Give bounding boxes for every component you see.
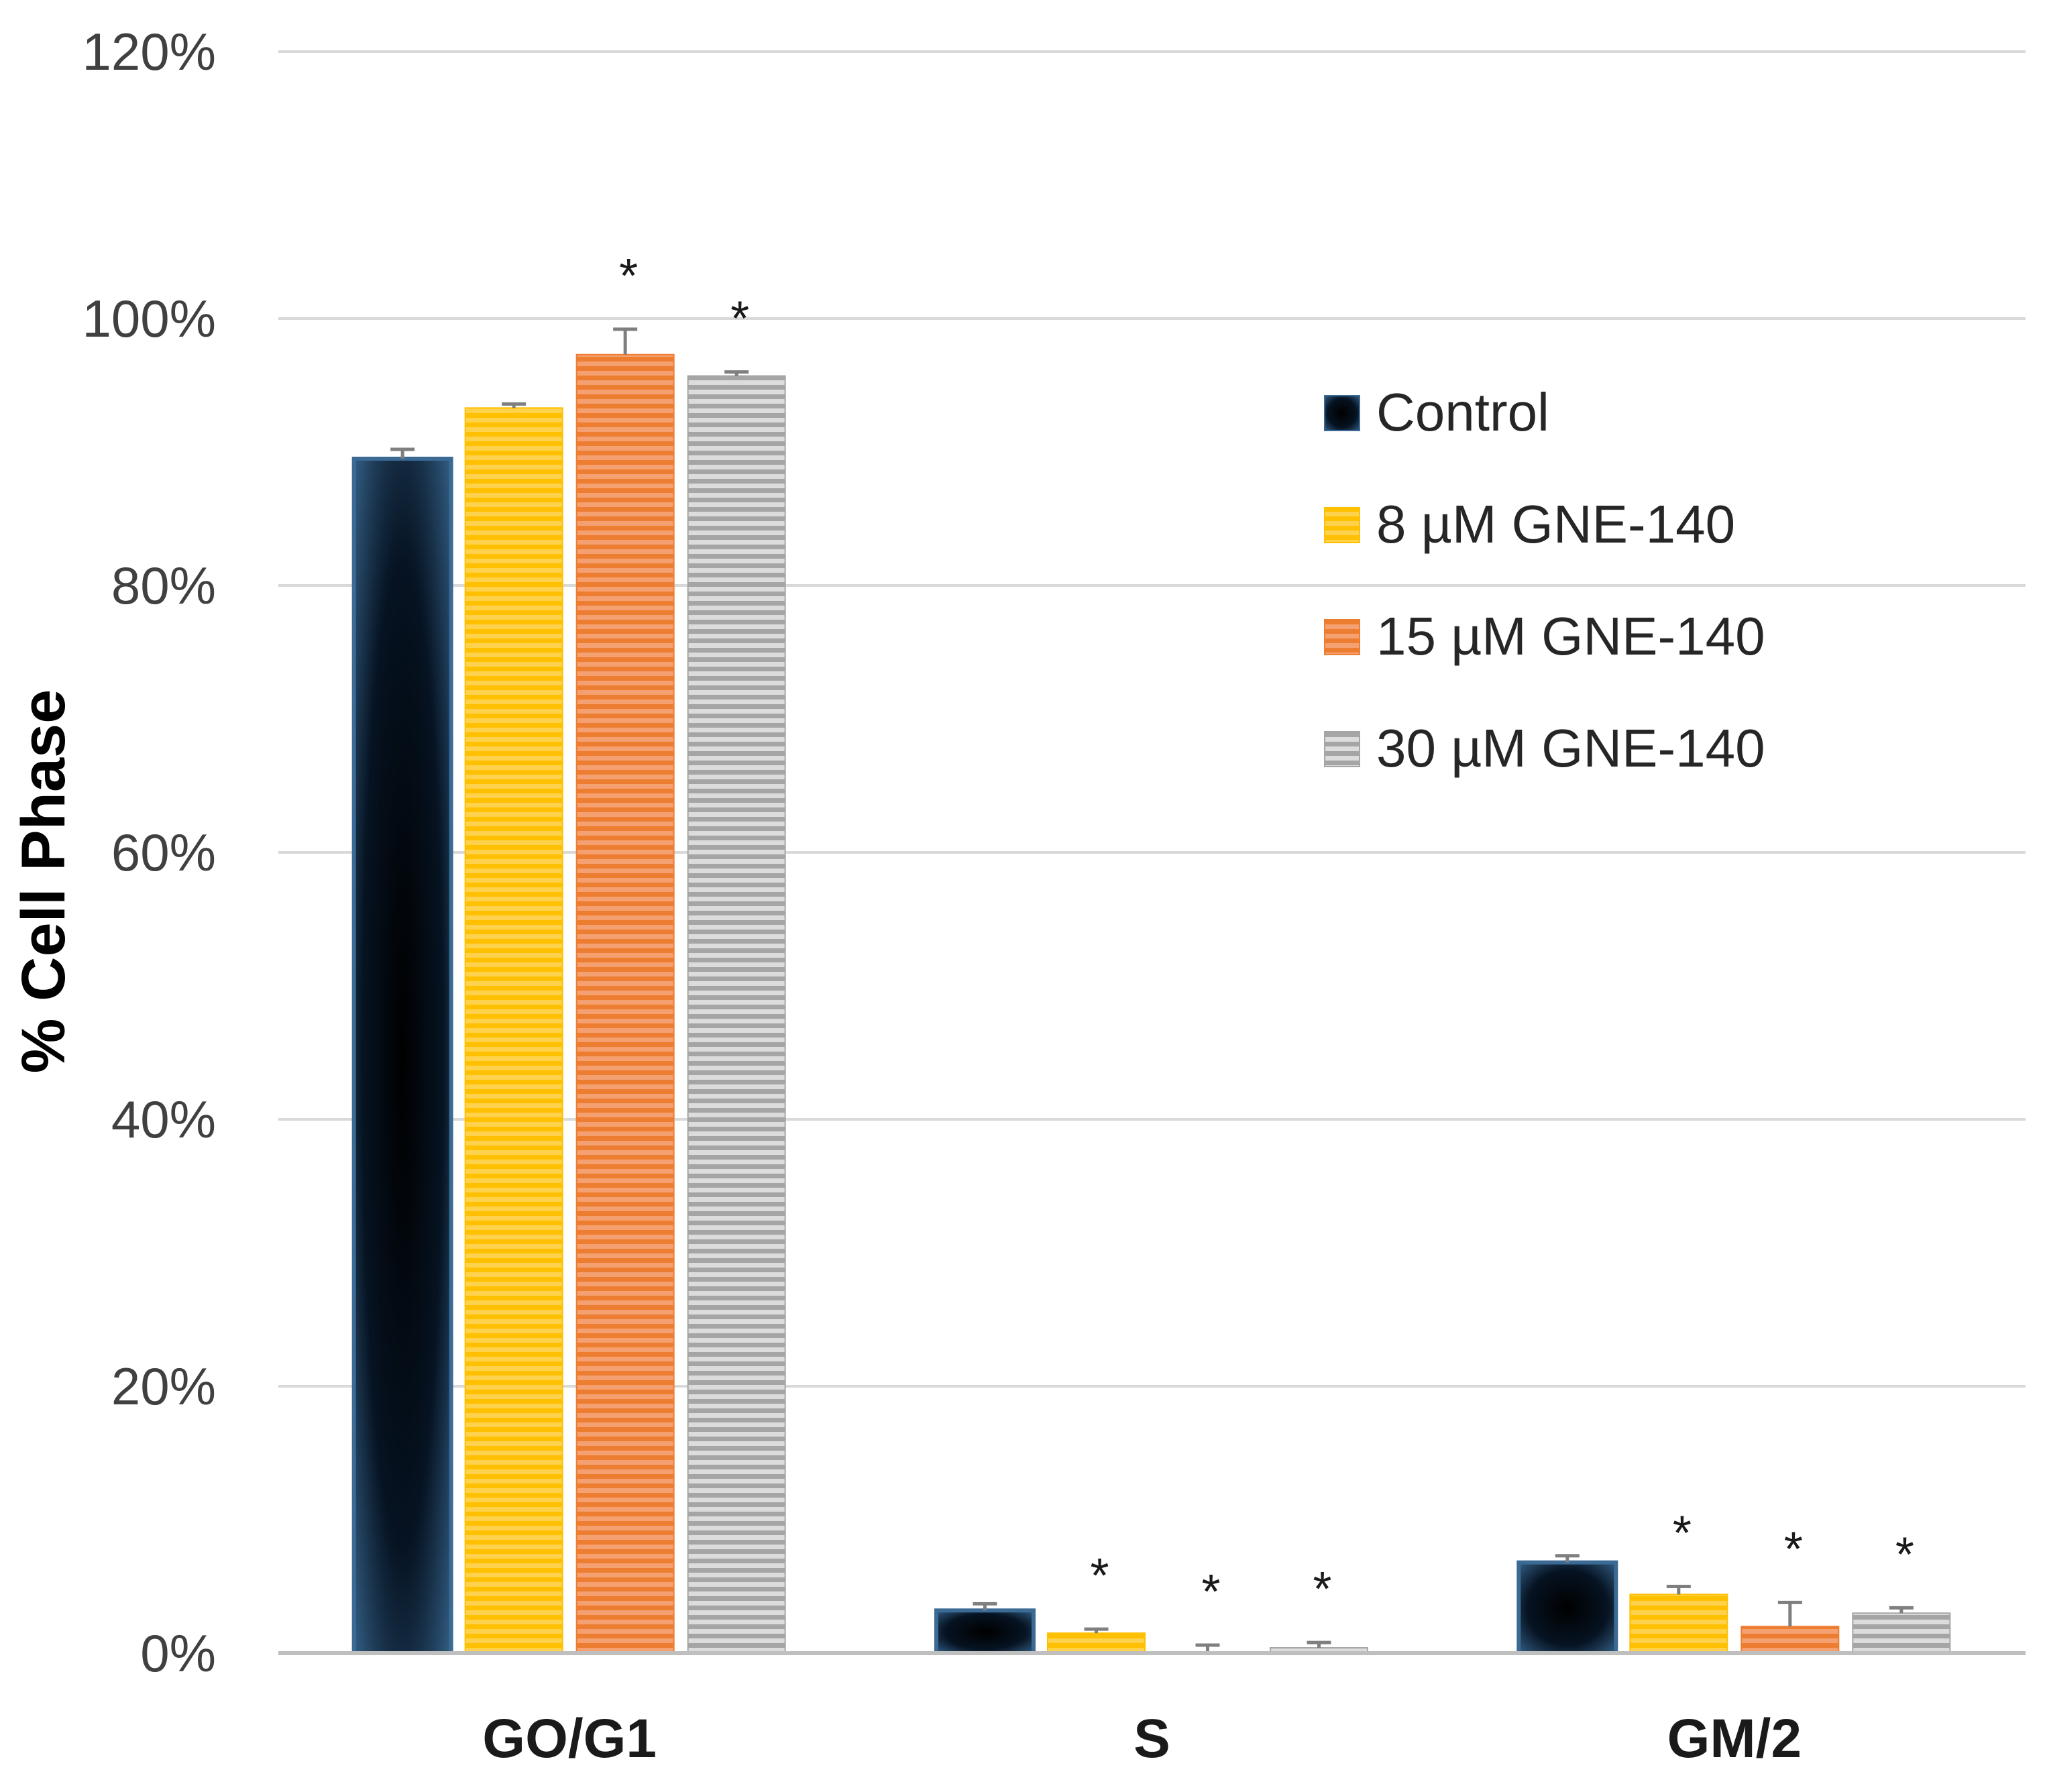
significance-marker: * [1673,1507,1692,1561]
significance-marker: * [1784,1522,1803,1576]
bar [1740,1626,1840,1654]
y-tick-label: 80% [111,556,216,615]
legend-swatch [1324,395,1360,431]
bar [687,375,786,1655]
x-category-label: GO/G1 [482,1708,657,1769]
x-category-label: S [1134,1708,1170,1769]
y-tick-label: 120% [82,22,217,81]
bar [1047,1632,1146,1654]
bar [1852,1612,1951,1655]
bar [1629,1593,1728,1654]
bar [1516,1560,1618,1655]
y-axis-title: % Cell Phase [9,689,78,1074]
bars: * * * * * * * * [351,249,1951,1656]
bar [575,353,675,1654]
significance-marker: * [1313,1563,1331,1616]
legend-label: 15 µM GNE-140 [1376,606,1765,666]
x-category-label: GM/2 [1667,1708,1802,1769]
significance-marker: * [1090,1549,1109,1603]
significance-marker: * [730,292,749,346]
legend-swatch [1324,731,1360,767]
bar [464,407,563,1655]
legend-swatch [1324,507,1360,543]
y-tick-label: 100% [82,289,217,348]
significance-marker: * [1201,1565,1220,1619]
bar [351,456,453,1656]
legend-label: Control [1376,382,1549,442]
y-tick-label: 40% [111,1090,216,1149]
legend-label: 30 µM GNE-140 [1376,718,1765,778]
significance-marker: * [1895,1528,1914,1581]
y-axis-ticks: 0% 20% 40% 60% 80% 100% 120% [82,22,217,1683]
significance-marker: * [619,249,638,303]
legend-swatch [1324,619,1360,655]
x-axis-category-labels: GO/G1 S GM/2 [482,1708,1802,1769]
legend-label: 8 µM GNE-140 [1376,494,1735,554]
gridlines [278,50,2026,1388]
y-tick-label: 60% [111,823,216,882]
y-tick-label: 20% [111,1357,216,1416]
legend: Control 8 µM GNE-140 15 µM GNE-140 30 µM GN… [1324,382,1765,778]
bar [934,1608,1036,1656]
y-tick-label: 0% [140,1624,216,1683]
